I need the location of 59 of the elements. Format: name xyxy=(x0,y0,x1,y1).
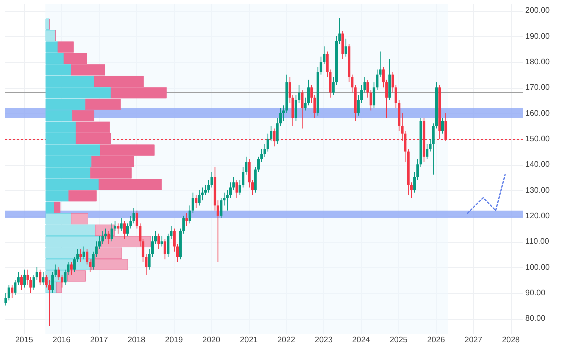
candlestick xyxy=(120,218,123,232)
line-series xyxy=(467,174,506,214)
x-tick-label: 2020 xyxy=(202,336,221,344)
candlestick xyxy=(70,262,73,276)
candlestick xyxy=(186,212,188,227)
candlestick xyxy=(195,195,198,209)
candlestick xyxy=(20,274,23,291)
x-tick-label: 2027 xyxy=(464,336,484,344)
y-tick-label: 110.00 xyxy=(526,237,550,246)
candlestick xyxy=(236,180,238,198)
y-tick-label: 200.00 xyxy=(526,6,551,16)
x-tick-label: 2022 xyxy=(278,336,296,344)
candlestick xyxy=(123,220,126,240)
candlestick xyxy=(388,59,392,101)
y-tick-label: 160.00 xyxy=(526,108,551,118)
candlestick xyxy=(80,248,82,263)
candlestick xyxy=(198,190,201,206)
y-tick-label: 90.00 xyxy=(526,288,546,298)
x-tick-label: 2026 xyxy=(427,336,446,344)
bar xyxy=(68,190,96,202)
candlestick xyxy=(160,236,164,248)
bar xyxy=(56,282,62,293)
candlestick xyxy=(442,118,444,134)
candlestick xyxy=(307,80,310,106)
x-tick-label: 2016 xyxy=(52,336,72,344)
candlestick xyxy=(158,234,160,250)
y-tick-label: 120.00 xyxy=(526,211,551,220)
candlestick xyxy=(108,230,110,245)
x-tick-label: 2023 xyxy=(315,336,334,344)
candlestick xyxy=(110,223,114,242)
candlestick xyxy=(11,284,14,298)
x-tick-label: 2025 xyxy=(390,336,408,344)
x-tick-label: 2017 xyxy=(90,336,109,344)
candlestick xyxy=(301,90,304,130)
y-tick-label: 180.00 xyxy=(526,57,551,66)
candlestick xyxy=(164,238,167,260)
y-tick-label: 170.00 xyxy=(526,83,551,92)
candlestick xyxy=(39,269,42,286)
y-tick-label: 140.00 xyxy=(526,160,551,170)
candlestick xyxy=(82,246,86,260)
y-tick-label: 80.00 xyxy=(526,314,546,324)
candlestick xyxy=(117,223,120,234)
x-tick-label: 2019 xyxy=(165,336,184,344)
x-tick-label: 2028 xyxy=(502,336,521,344)
x-tick-label: 2021 xyxy=(240,336,259,344)
x-tick-label: 2018 xyxy=(128,336,146,344)
y-tick-label: 130.00 xyxy=(526,186,551,195)
y-tick-label: 150.00 xyxy=(526,134,551,144)
x-tick-label: 2015 xyxy=(15,336,34,344)
x-tick-label: 2024 xyxy=(352,336,371,344)
bar xyxy=(70,213,88,224)
y-tick-label: 190.00 xyxy=(526,32,551,41)
candlestick xyxy=(344,38,348,58)
bar xyxy=(54,202,60,213)
candlestick xyxy=(42,272,45,286)
candlestick xyxy=(273,128,276,148)
y-tick-label: 100.00 xyxy=(526,262,551,272)
candlestick xyxy=(24,269,26,288)
candlestick xyxy=(342,30,344,60)
